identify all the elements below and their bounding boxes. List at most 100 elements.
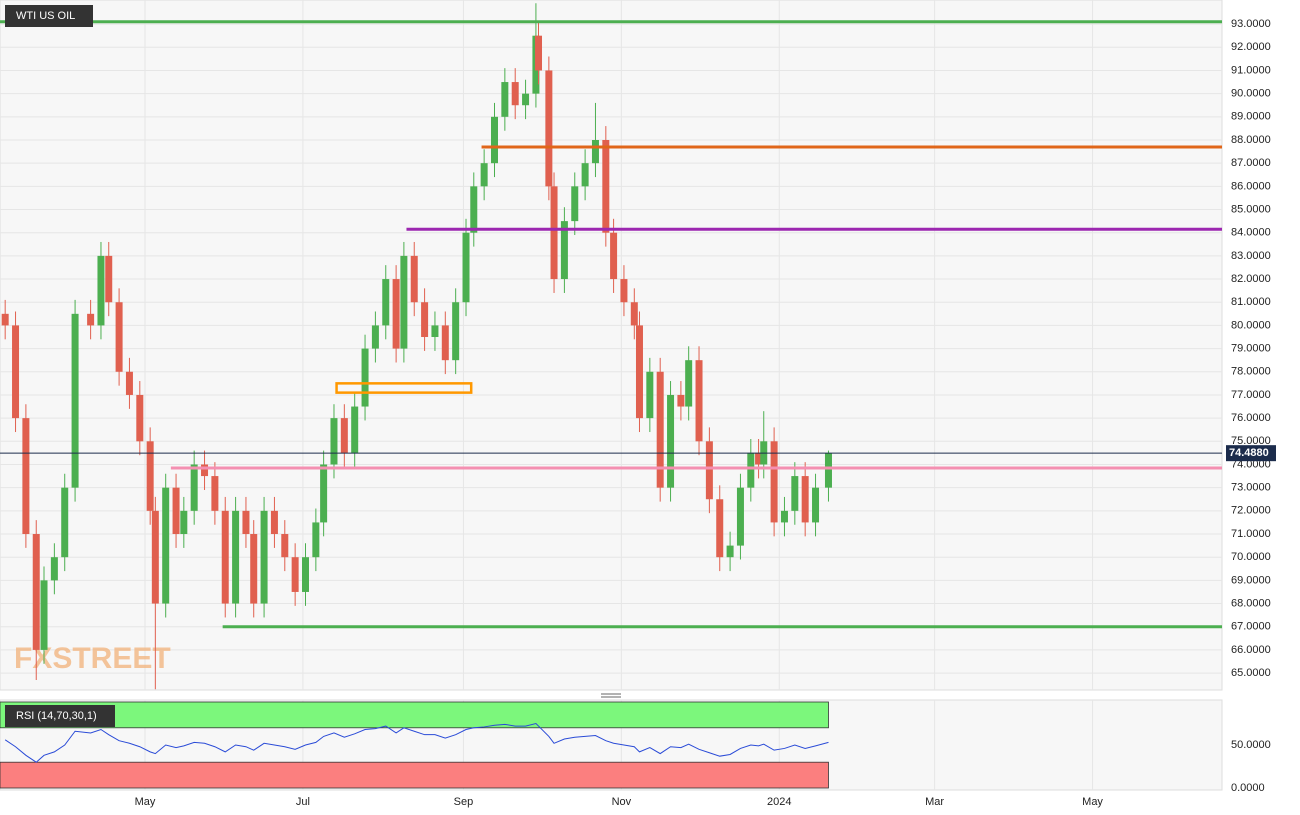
candle-body bbox=[211, 476, 219, 511]
y-tick-label: 90.0000 bbox=[1231, 88, 1271, 100]
candle-body bbox=[431, 325, 439, 338]
rsi-tick-label: 0.0000 bbox=[1231, 782, 1265, 794]
x-tick-label: May bbox=[1082, 796, 1103, 808]
candle-body bbox=[560, 221, 568, 280]
candle-body bbox=[61, 487, 69, 558]
watermark: FXSTREET bbox=[14, 642, 171, 675]
candle-body bbox=[361, 348, 369, 407]
candle-body bbox=[270, 510, 278, 535]
candle-body bbox=[635, 325, 643, 419]
y-tick-label: 80.0000 bbox=[1231, 319, 1271, 331]
title-box bbox=[5, 5, 93, 27]
x-tick-label: Mar bbox=[925, 796, 944, 808]
y-tick-label: 74.0000 bbox=[1231, 458, 1271, 470]
y-tick-label: 76.0000 bbox=[1231, 412, 1271, 424]
candle-body bbox=[801, 476, 809, 523]
candle-body bbox=[620, 279, 628, 303]
candle-body bbox=[12, 325, 20, 419]
candle-body bbox=[242, 510, 250, 535]
candle-body bbox=[716, 499, 724, 558]
x-tick-label: Sep bbox=[454, 796, 474, 808]
chart-title: WTI US OIL bbox=[16, 10, 75, 22]
y-tick-label: 78.0000 bbox=[1231, 366, 1271, 378]
candle-body bbox=[501, 82, 509, 117]
candle-body bbox=[221, 510, 229, 604]
y-tick-label: 65.0000 bbox=[1231, 667, 1271, 679]
candle-body bbox=[281, 534, 289, 558]
candle-body bbox=[392, 279, 400, 349]
candle-body bbox=[172, 487, 180, 535]
candle-body bbox=[190, 464, 198, 511]
candle-body bbox=[400, 255, 408, 349]
candle-body bbox=[97, 255, 105, 326]
candle-body bbox=[630, 302, 638, 326]
y-tick-label: 66.0000 bbox=[1231, 644, 1271, 656]
candle-body bbox=[302, 557, 309, 592]
y-tick-label: 67.0000 bbox=[1231, 621, 1271, 633]
candle-body bbox=[667, 394, 675, 488]
candle-body bbox=[320, 464, 328, 523]
candle-body bbox=[470, 186, 478, 233]
x-tick-label: 2024 bbox=[767, 796, 791, 808]
y-tick-label: 72.0000 bbox=[1231, 505, 1271, 517]
candle-body bbox=[382, 279, 390, 326]
candle-body bbox=[705, 441, 713, 500]
candle-body bbox=[250, 534, 258, 604]
y-tick-label: 91.0000 bbox=[1231, 64, 1271, 76]
x-tick-label: Jul bbox=[296, 796, 310, 808]
rsi-title-box bbox=[5, 705, 115, 727]
rsi-line bbox=[4, 722, 829, 763]
candle-body bbox=[22, 418, 30, 535]
candle-body bbox=[452, 302, 460, 361]
candle-body bbox=[581, 163, 589, 187]
candle-body bbox=[32, 534, 40, 650]
candle-body bbox=[371, 325, 379, 349]
candle-body bbox=[695, 360, 703, 442]
candle-body bbox=[755, 452, 763, 465]
y-tick-label: 81.0000 bbox=[1231, 296, 1271, 308]
candle-body bbox=[550, 186, 558, 280]
y-tick-label: 77.0000 bbox=[1231, 389, 1271, 401]
zone-box bbox=[335, 382, 473, 394]
rsi-tick-label: 50.0000 bbox=[1231, 739, 1271, 751]
y-tick-label: 93.0000 bbox=[1231, 18, 1271, 30]
candle-body bbox=[747, 452, 755, 488]
y-tick-label: 73.0000 bbox=[1231, 482, 1271, 494]
candle-body bbox=[441, 325, 449, 361]
candle-body bbox=[180, 510, 188, 535]
candle-body bbox=[770, 441, 778, 523]
candle-body bbox=[351, 406, 359, 453]
candle-body bbox=[571, 186, 579, 222]
last-price-label: 74.4880 bbox=[1229, 447, 1269, 459]
last-price-box bbox=[1226, 445, 1276, 462]
candle-body bbox=[260, 510, 268, 604]
candle-body bbox=[462, 232, 470, 303]
y-tick-label: 85.0000 bbox=[1231, 203, 1271, 215]
y-tick-label: 69.0000 bbox=[1231, 574, 1271, 586]
y-tick-label: 70.0000 bbox=[1231, 551, 1271, 563]
candle-body bbox=[490, 116, 498, 164]
candle-body bbox=[522, 93, 530, 106]
x-tick-label: May bbox=[135, 796, 156, 808]
x-tick-label: Nov bbox=[612, 796, 632, 808]
candle-body bbox=[410, 255, 418, 303]
candle-body bbox=[340, 418, 348, 453]
candle-body bbox=[71, 313, 79, 488]
rsi-band bbox=[0, 761, 829, 789]
panel-handle bbox=[601, 693, 621, 698]
candle-body bbox=[105, 255, 113, 303]
candle-body bbox=[677, 394, 685, 407]
candle-body bbox=[726, 545, 734, 558]
candle-body bbox=[656, 371, 664, 488]
candle-body bbox=[87, 313, 95, 326]
rsi-band bbox=[0, 701, 829, 729]
candle-body bbox=[602, 139, 610, 233]
candle-body bbox=[646, 371, 654, 419]
candle-body bbox=[610, 232, 618, 280]
candle-body bbox=[511, 82, 519, 106]
y-tick-label: 92.0000 bbox=[1231, 41, 1271, 53]
candle-body bbox=[780, 510, 788, 523]
candle-body bbox=[421, 302, 429, 338]
